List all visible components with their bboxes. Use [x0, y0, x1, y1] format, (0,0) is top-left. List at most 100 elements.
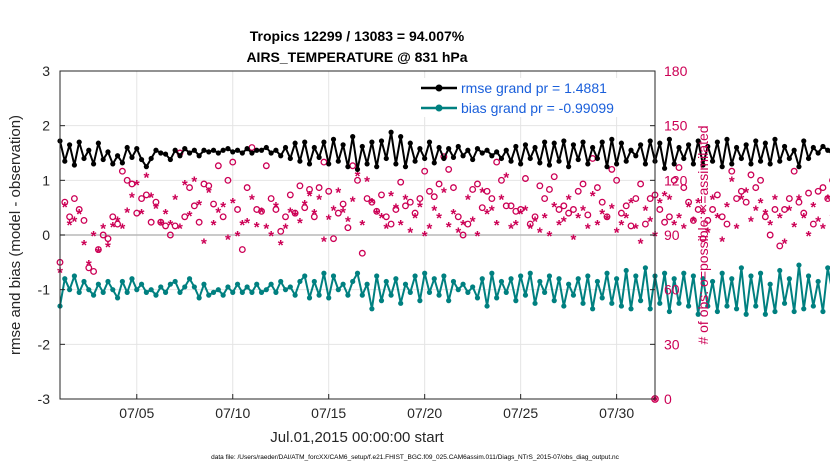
rmse-point [149, 156, 154, 161]
rmse-point [374, 164, 379, 169]
obs-assimilated-point: * [451, 206, 457, 223]
bias-point [552, 298, 557, 303]
rmse-point [139, 157, 144, 162]
rmse-point [758, 159, 763, 164]
obs-assimilated-point: * [364, 173, 370, 190]
obs-assimilated-point: * [806, 228, 812, 245]
bias-point [427, 290, 432, 295]
y-tick-label-right: 30 [664, 336, 680, 352]
bias-point [720, 271, 725, 276]
x-tick-label: 07/10 [215, 405, 250, 421]
bias-point [293, 293, 298, 298]
bias-point [149, 287, 154, 292]
rmse-point [480, 150, 485, 155]
bias-point [168, 282, 173, 287]
obs-assimilated-point: * [666, 192, 672, 209]
y-tick-label-right: 150 [664, 118, 688, 134]
rmse-point [792, 148, 797, 153]
bias-point [451, 279, 456, 284]
bias-point [331, 273, 336, 278]
bias-point [513, 298, 518, 303]
bias-point [494, 295, 499, 300]
bias-point [403, 282, 408, 287]
rmse-point [753, 138, 758, 143]
obs-assimilated-point: * [201, 235, 207, 252]
rmse-point [628, 148, 633, 153]
obs-assimilated-point: * [311, 206, 317, 223]
bias-point [278, 279, 283, 284]
bias-point [341, 282, 346, 287]
obs-assimilated-point: * [585, 221, 591, 238]
y-axis-label-right: # of obs: o=possible; ×=assimilated [695, 125, 711, 344]
bias-point [614, 276, 619, 281]
rmse-point [638, 142, 643, 147]
rmse-point [273, 148, 278, 153]
rmse-point [379, 138, 384, 143]
bias-point [134, 287, 139, 292]
rmse-point [585, 161, 590, 166]
bias-point [326, 295, 331, 300]
bias-point [585, 273, 590, 278]
obs-assimilated-point: * [187, 208, 193, 225]
rmse-point [134, 146, 139, 151]
bias-point [590, 306, 595, 311]
obs-assimilated-point: * [230, 195, 236, 212]
obs-assimilated-point: * [331, 202, 337, 219]
bias-point [115, 295, 120, 300]
rmse-point [427, 139, 432, 144]
obs-assimilated-point: * [436, 210, 442, 227]
rmse-point [173, 148, 178, 153]
obs-assimilated-point: * [465, 192, 471, 209]
bias-point [796, 262, 801, 267]
bias-point [724, 303, 729, 308]
rmse-point [456, 144, 461, 149]
legend-rmse-label: rmse grand pr = 1.4881 [461, 80, 607, 96]
rmse-point [245, 146, 250, 151]
bias-point [398, 301, 403, 306]
rmse-point [168, 157, 173, 162]
bias-point [676, 301, 681, 306]
rmse-point [288, 156, 293, 161]
y-tick-label-right: 120 [664, 172, 688, 188]
obs-assimilated-point: * [350, 193, 356, 210]
obs-assimilated-point: * [86, 257, 92, 274]
bias-point [101, 290, 106, 295]
rmse-point [293, 141, 298, 146]
rmse-point [393, 161, 398, 166]
bias-point [321, 271, 326, 276]
obs-assimilated-point: * [743, 184, 749, 201]
rmse-point [648, 138, 653, 143]
rmse-point [556, 159, 561, 164]
rmse-point [528, 156, 533, 161]
obs-assimilated-point: * [62, 199, 68, 216]
rmse-point [571, 142, 576, 147]
y-tick-label-right: 60 [664, 282, 680, 298]
rmse-point [504, 148, 509, 153]
rmse-point [624, 159, 629, 164]
rmse-point [604, 164, 609, 169]
bias-point [748, 273, 753, 278]
rmse-point [681, 156, 686, 161]
x-tick-label: 07/05 [119, 405, 154, 421]
obs-assimilated-point: * [206, 184, 212, 201]
rmse-point [465, 148, 470, 153]
obs-assimilated-point: * [177, 221, 183, 238]
rmse-point [77, 139, 82, 144]
bias-point [806, 273, 811, 278]
rmse-point [254, 148, 259, 153]
bias-point [508, 276, 513, 281]
rmse-point [101, 157, 106, 162]
bias-point [384, 279, 389, 284]
obs-assimilated-point: * [503, 170, 509, 187]
bias-point [739, 265, 744, 270]
rmse-point [489, 153, 494, 158]
obs-assimilated-point: * [244, 215, 250, 232]
obs-assimilated-point: * [345, 213, 351, 230]
obs-assimilated-point: * [571, 232, 577, 249]
rmse-point [662, 166, 667, 171]
rmse-point [600, 139, 605, 144]
obs-assimilated-point: * [278, 237, 284, 254]
obs-assimilated-point: * [791, 219, 797, 236]
obs-assimilated-point: * [801, 210, 807, 227]
